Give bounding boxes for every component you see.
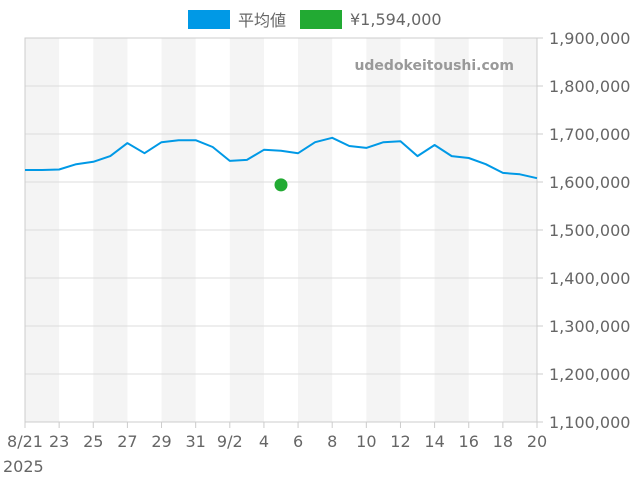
x-tick-label: 31	[185, 432, 205, 451]
watermark: udedokeitoushi.com	[354, 58, 514, 74]
x-axis: 8/21 23 25 27 29 31 9/2 4 6 8 10 12 14 16 18 20 2025	[3, 422, 547, 476]
y-tick-label: 1,500,000	[549, 221, 630, 240]
x-tick-label: 29	[151, 432, 171, 451]
x-tick-label: 23	[49, 432, 69, 451]
y-axis: 1,900,000 1,800,000 1,700,000 1,600,000 1,50…	[537, 29, 630, 432]
x-tick-label: 14	[424, 432, 444, 451]
y-tick-label: 1,600,000	[549, 173, 630, 192]
x-tick-label: 10	[356, 432, 376, 451]
x-tick-label: 18	[493, 432, 513, 451]
x-tick-label: 8	[327, 432, 337, 451]
x-year-label: 2025	[3, 457, 44, 476]
legend-label-current-price: ¥1,594,000	[350, 9, 442, 29]
legend-swatch-average	[188, 9, 230, 29]
x-tick-label: 20	[527, 432, 547, 451]
legend-label-average: 平均値	[238, 11, 287, 30]
y-tick-label: 1,700,000	[549, 125, 630, 144]
x-tick-label: 25	[83, 432, 103, 451]
legend-swatch-current-price	[300, 9, 342, 29]
y-tick-label: 1,900,000	[549, 29, 630, 48]
y-tick-label: 1,400,000	[549, 269, 630, 288]
x-tick-label: 4	[259, 432, 269, 451]
y-tick-label: 1,800,000	[549, 77, 630, 96]
chart-legend: 平均値 ¥1,594,000	[0, 6, 640, 32]
x-tick-label: 6	[293, 432, 303, 451]
x-tick-label: 8/21	[7, 432, 43, 451]
y-tick-label: 1,300,000	[549, 317, 630, 336]
current-price-points	[274, 178, 288, 192]
y-tick-label: 1,200,000	[549, 365, 630, 384]
x-tick-label: 16	[459, 432, 479, 451]
x-tick-label: 12	[390, 432, 410, 451]
x-tick-label: 9/2	[217, 432, 243, 451]
x-tick-label: 27	[117, 432, 137, 451]
current-price-point[interactable]	[274, 178, 288, 192]
legend-item-current-price[interactable]: ¥1,594,000	[300, 6, 442, 32]
legend-item-average[interactable]: 平均値	[188, 6, 286, 32]
average-price-line	[25, 136, 538, 180]
y-tick-label: 1,100,000	[549, 413, 630, 432]
